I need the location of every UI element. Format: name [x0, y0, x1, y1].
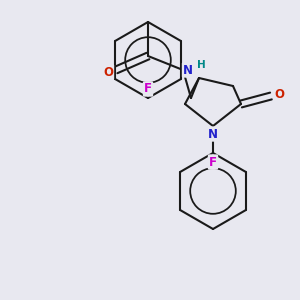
- Text: O: O: [274, 88, 284, 100]
- Text: O: O: [103, 65, 113, 79]
- Text: F: F: [209, 155, 217, 169]
- Text: F: F: [144, 82, 152, 95]
- Text: N: N: [208, 128, 218, 140]
- Text: N: N: [183, 64, 193, 76]
- Text: H: H: [196, 60, 206, 70]
